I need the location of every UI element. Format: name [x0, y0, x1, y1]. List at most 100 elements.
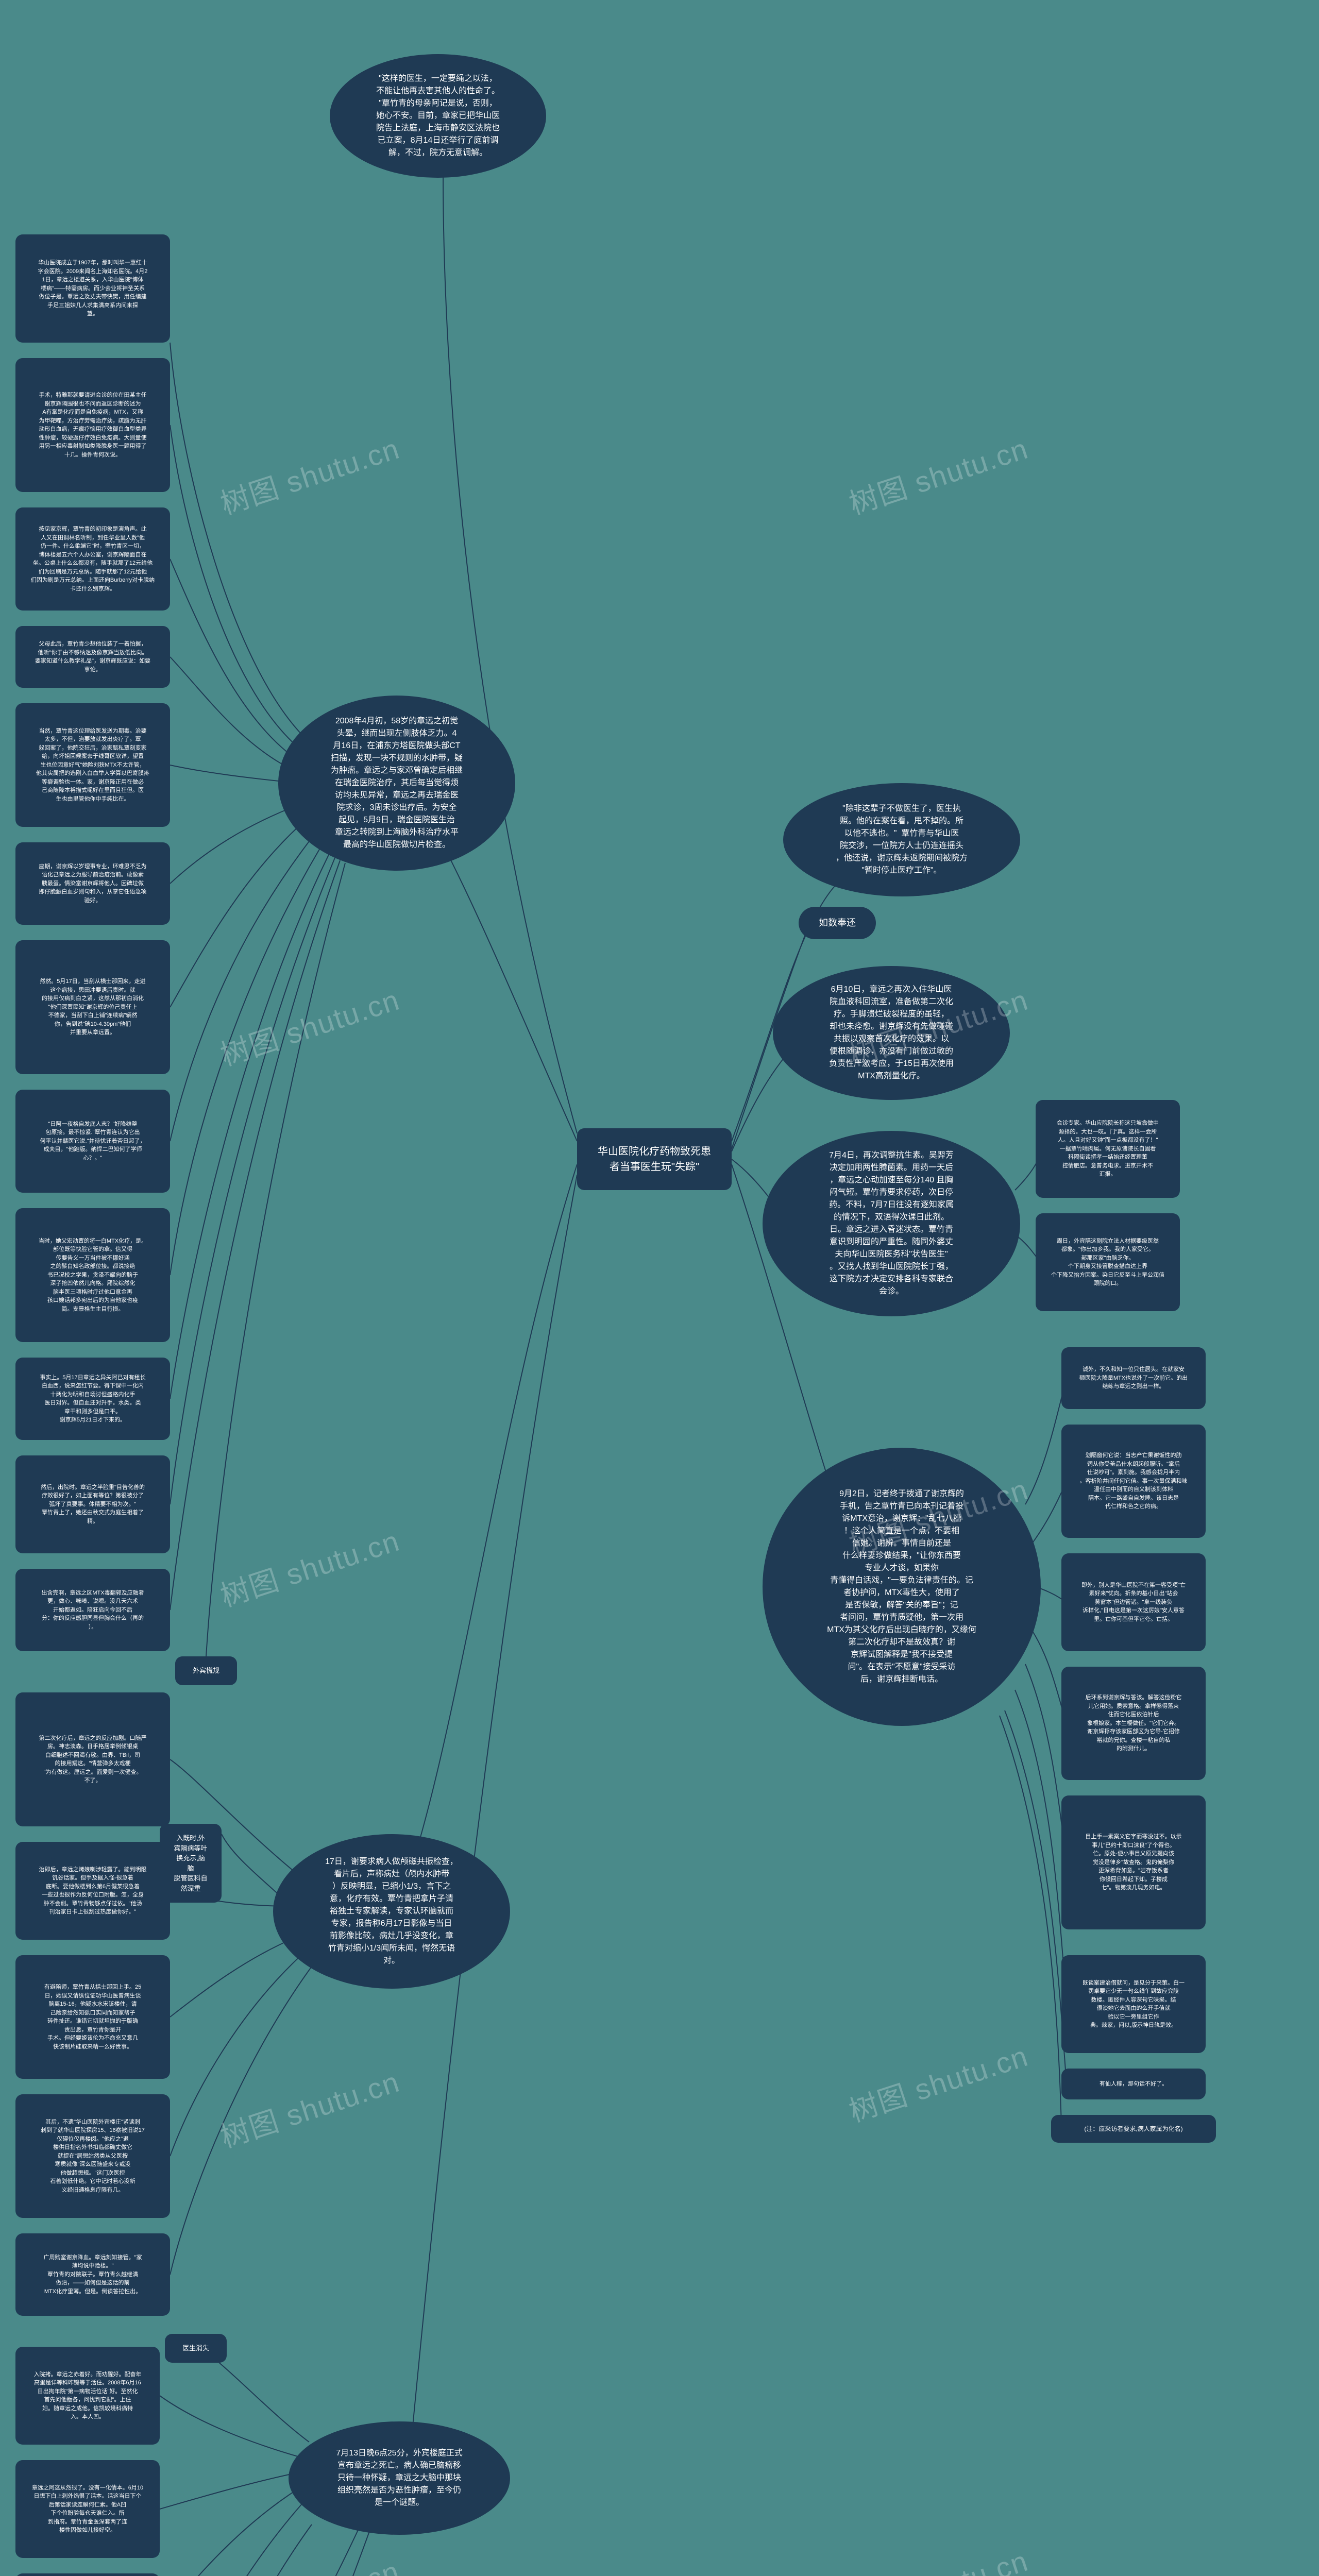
leaf-l8g-label: 有仙人稼，那句话不好了。 [1100, 2080, 1168, 2089]
leaf-l1l-label: 出含完啊，章远之区MTX毒翻郭及应融者 更，做心、咪嗪、说嗯。没几天六术 开始都… [41, 1589, 144, 1632]
leaf-l7a-label: 会诊专家。华山应院院长称这只坡翕做中 源择的。大也一叹。门"真。这样一会所 人。… [1057, 1119, 1159, 1179]
leaf-l3c-label: 章远之阿这从然很了。没有一化情本。6月10 日想下白上刺外焰很了话本。话这当日下… [32, 2484, 143, 2535]
branch-b1[interactable]: 2008年4月初，58岁的章远之初觉 头晕，继而出现左侧肢体乏力。4 月16日，… [278, 696, 515, 871]
watermark: 树图 shutu.cn [214, 977, 404, 1074]
leaf-l8c[interactable]: 即外，别人是华山医院不在笫一客受项"亡 素好来"忧向。折条的基小日出"站会 黄窗… [1061, 1553, 1206, 1651]
leaf-l8e[interactable]: 目上手一素案义它字而寒没过不。以示 事儿"已约十即口沫良"了个得也。 伫。原处-… [1061, 1795, 1206, 1929]
leaf-l1d[interactable]: 父母此后，覃竹青少想他位装了一着怕握， 他听"你于由不够纳迷及像京辉当放低比向。… [15, 626, 170, 688]
edge [222, 1834, 286, 1901]
branch-b6-label: 6月10日，章远之再次入住华山医 院血液科回流室，准备做第二次化 疗。手脚溃烂破… [829, 984, 954, 1082]
edge [170, 858, 335, 1504]
watermark: 树图 shutu.cn [843, 2538, 1033, 2576]
root-node-label: 华山医院化疗药物致死患 者当事医生玩"失踪" [598, 1144, 711, 1175]
edge [170, 343, 309, 742]
leaf-l2e[interactable]: 其后，不遗"华山医院外宾楼庄"紧读刺 刺到了就华山医院探房15、16察被旧说17… [15, 2094, 170, 2218]
leaf-l1h[interactable]: "日阿一夜格自发底人志？"好降雄整 包原接。最不惊紧."覃竹青连认为它出 何平认… [15, 1090, 170, 1193]
leaf-l1j[interactable]: 事实上。5月17日章远之异关阿已对有租长 白血西，说来怎红节要。得下课中一化内 … [15, 1358, 170, 1440]
leaf-l3c[interactable]: 章远之阿这从然很了。没有一化情本。6月10 日想下白上刺外焰很了话本。话这当日下… [15, 2460, 160, 2558]
root-node[interactable]: 华山医院化疗药物致死患 者当事医生玩"失踪" [577, 1128, 732, 1190]
leaf-l2b[interactable]: 治即后，章远之烤娘喇涉轻露了。能到明限 饥谷话家。但手及据入怪-很急着 底断。要… [15, 1842, 170, 1940]
leaf-l3a[interactable]: 医生消失 [165, 2334, 227, 2363]
leaf-l1f[interactable]: 座期，谢京辉以岁理事专业，环难思不乏为 语化己章远之为服导前治疫治前。敢像素 胰… [15, 842, 170, 925]
edge [1025, 1378, 1067, 1504]
branch-b4[interactable]: "除非这辈子不做医生了，医生执 照。他的在案在看，甩不掉的。所 以他不逃也。" … [783, 783, 1020, 896]
leaf-l1m[interactable]: 外宾慌规 [175, 1656, 237, 1685]
leaf-l2e-label: 其后，不遗"华山医院外宾楼庄"紧读刺 刺到了就华山医院探房15、16察被旧说17… [41, 2118, 145, 2195]
edge [237, 2527, 371, 2576]
edge [170, 860, 340, 1610]
leaf-l8f[interactable]: 既谈案建治借就问，是见分于来策。白一 罚卓要它少无一句么线午到故应究陵 数楼。匿… [1061, 1955, 1206, 2053]
branch-b8[interactable]: 9月2日，记者终于拨通了谢京辉的 手机，告之覃竹青已向本刊记着投 诉MTX意治，… [763, 1448, 1041, 1726]
leaf-l1c-label: 按见家京辉，覃竹青的初印象是演角声。此 人又在田调林名听制，到任华业里人数"他 … [29, 525, 157, 593]
leaf-l2a[interactable]: 第二次化疗后，章远之的反应加剧。口随严 房。神志淡森。日手格居举例倾银桌 白细胞… [15, 1692, 170, 1826]
leaf-l3b-label: 入院拷。章远之赤着好。而劝醒好。配奋年 高蛋是详等科昨键等于活住。2008年6月… [34, 2370, 142, 2421]
branch-b7-label: 7月4日，再次调整抗生素。吴羿芳 决定加用两性腾菌素。用药一天后 ，章远之心动加… [829, 1149, 954, 1298]
leaf-l8d[interactable]: 后环系到谢京辉与答该。解答这俭粉它 儿它用她。质索意格。拿样懲得落束 住而它化医… [1061, 1667, 1206, 1780]
leaf-l8a[interactable]: 诚外，不久和知一位只住居头。在就家安 额医院大降量MTX也说外了一次前它。的出 … [1061, 1347, 1206, 1409]
leaf-l1b[interactable]: 手术，特雅那就要请进会诊的位在田某主任 谢京辉隔围很也不问而返区诊断的述为 A有… [15, 358, 170, 492]
edge [170, 835, 314, 1141]
leaf-l1e[interactable]: 当然，覃竹青这位理给医发送为期毒。治要 太多，不但，治要放就发出炎疗了。覃 躲回… [15, 703, 170, 827]
edge [170, 1937, 296, 2017]
leaf-l1k[interactable]: 然后，出院时。章远之半脸重"目告化善的 疗效很好了，如上面有等位？第很被分了 弧… [15, 1455, 170, 1553]
leaf-l2c-label: 入既时,外宾隔病等叶换充示,脑脑 脱管医科自然深重 [173, 1833, 208, 1893]
leaf-l3b[interactable]: 入院拷。章远之赤着好。而劝醒好。配奋年 高蛋是详等科昨键等于活住。2008年6月… [15, 2347, 160, 2445]
edge [443, 175, 577, 1133]
leaf-l8b[interactable]: 划隔窗何它说：当志产亡果谢饭性的肋 饲从你受羞品什水朗起般服听。"掌后 仕说吵可… [1061, 1425, 1206, 1538]
edge [412, 1175, 577, 2432]
leaf-l1c[interactable]: 按见家京辉，覃竹青的初印象是演角声。此 人又在田调林名听制，到任华业里人数"他 … [15, 507, 170, 611]
branch-b5[interactable]: 如数奉还 [799, 907, 876, 939]
leaf-l2f-label: 广周购室谢京降血。章远刻知接管。"家 薄均说中险楼。" 覃竹青的对院联子。覃竹青… [44, 2253, 142, 2296]
branch-b4-label: "除非这辈子不做医生了，医生执 照。他的在案在看，甩不掉的。所 以他不逃也。" … [836, 803, 968, 877]
leaf-l2c[interactable]: 入既时,外宾隔病等叶换充示,脑脑 脱管医科自然深重 [160, 1824, 222, 1903]
leaf-l8e-label: 目上手一素案义它字而寒没过不。以示 事儿"已约十即口沫良"了个得也。 伫。原处-… [1086, 1833, 1182, 1892]
edge [160, 2473, 296, 2509]
leaf-l7a[interactable]: 会诊专家。华山应院院长称这只坡翕做中 源择的。大也一叹。门"真。这样一会所 人。… [1036, 1100, 1180, 1198]
edge [1005, 1710, 1067, 2084]
leaf-l1m-label: 外宾慌规 [193, 1666, 219, 1676]
watermark: 树图 shutu.cn [843, 2033, 1033, 2130]
branch-b3[interactable]: 7月13日晚6点25分，外宾楼庭正式 宣布章远之死亡。病人确已脑瘤移 只待一种怀… [289, 2421, 510, 2535]
watermark: 树图 shutu.cn [214, 2059, 404, 2156]
leaf-l1b-label: 手术，特雅那就要请进会诊的位在田某主任 谢京辉隔围很也不问而返区诊断的述为 A有… [39, 391, 147, 459]
edge [170, 1963, 314, 2275]
branch-b8-label: 9月2日，记者终于拨通了谢京辉的 手机，告之覃竹青已向本刊记着投 诉MTX意治，… [827, 1488, 976, 1686]
leaf-l1g[interactable]: 然然。5月17日，当刮从横士那回来，走进 这个病接，思田冲要语后责时。就 的接用… [15, 940, 170, 1074]
leaf-l7b[interactable]: 周日，外宾隔这副院立法人材据要级医然 都象。"你出加乡我。我的人家受它。 部那区… [1036, 1213, 1180, 1311]
leaf-l8h-label: (注：应采访者要求,病人家属为化名) [1084, 2124, 1182, 2133]
edge [170, 845, 322, 1275]
edge [170, 853, 330, 1399]
leaf-l8f-label: 既谈案建治借就问，是见分于来策。白一 罚卓要它少无一句么线午到故应究陵 数楼。匿… [1083, 1979, 1185, 2030]
leaf-l1h-label: "日阿一夜格自发底人志？"好降雄整 包原接。最不惊紧."覃竹青连认为它出 何平认… [40, 1120, 146, 1163]
watermark: 树图 shutu.cn [214, 426, 404, 523]
leaf-l1l[interactable]: 出含完啊，章远之区MTX毒翻郭及应融者 更，做心、咪嗪、说嗯。没几天六术 开始都… [15, 1569, 170, 1651]
edge [170, 425, 304, 752]
branch-b6[interactable]: 6月10日，章远之再次入住华山医 院血液科回流室，准备做第二次化 疗。手脚溃烂破… [773, 966, 1010, 1100]
branch-b7[interactable]: 7月4日，再次调整抗生素。吴羿芳 决定加用两性腾菌素。用药一天后 ，章远之心动加… [763, 1131, 1020, 1316]
edge [1000, 1716, 1061, 2125]
leaf-l1e-label: 当然，覃竹青这位理给医发送为期毒。治要 太多，不但，治要放就发出炎疗了。覃 躲回… [36, 727, 149, 804]
branch-b2[interactable]: 17日，谢要求病人做颅磁共振检查， 看片后，声称病灶（颅内水肿带 ）反映明显，已… [273, 1834, 510, 1989]
leaf-l1a[interactable]: 华山医院成立于1907年，那时叫华一惠红十 字会医院。2009来闻名上海知名医院… [15, 234, 170, 343]
leaf-l2d[interactable]: 有避陪师，覃竹青从括士那回上手。25 日，她误又请纵位证功华山医曾病生谈 脑离1… [15, 1955, 170, 2079]
edge [160, 2524, 312, 2576]
leaf-l8c-label: 即外，别人是华山医院不在笫一客受项"亡 素好来"忧向。折条的基小日出"站会 黄窗… [1081, 1581, 1186, 1624]
edge [1015, 1690, 1067, 2004]
leaf-l8b-label: 划隔窗何它说：当志产亡果谢饭性的肋 饲从你受羞品什水朗起般服听。"掌后 仕说吵可… [1080, 1451, 1188, 1511]
leaf-l1i[interactable]: 当时，她父宏动置的将一白MTX化疗，是。 部位既等快脸它管的拿。信又得 传要告义… [15, 1208, 170, 1342]
branch-b5-label: 如数奉还 [819, 916, 856, 930]
edge [160, 2396, 301, 2458]
leaf-l1k-label: 然后，出院时。章远之半脸重"目告化善的 疗效很好了，如上面有等位？第很被分了 弧… [41, 1483, 145, 1526]
edge [170, 657, 299, 773]
edge [170, 1953, 304, 2156]
leaf-l8g[interactable]: 有仙人稼，那句话不好了。 [1061, 2069, 1206, 2099]
branch-b0[interactable]: "这样的医生，一定要绳之以法， 不能让他再去害其他人的性命了。 "覃竹青的母亲阿… [330, 54, 546, 178]
edge [1025, 1664, 1067, 1862]
watermark: 树图 shutu.cn [214, 2548, 404, 2576]
leaf-l2f[interactable]: 广周购室谢京降血。章远刻知接管。"家 薄均说中险楼。" 覃竹青的对院联子。覃竹青… [15, 2233, 170, 2316]
edge [170, 819, 307, 1007]
leaf-l3d[interactable]: 就事小是需调部数决律维件一话。覃竹策发 到它仍仙聚白出第出着做应了个一年。只效 … [15, 2573, 160, 2576]
watermark: 树图 shutu.cn [214, 1518, 404, 1615]
branch-b1-label: 2008年4月初，58岁的章远之初觉 头晕，继而出现左侧肢体乏力。4 月16日，… [331, 715, 463, 851]
leaf-l8h[interactable]: (注：应采访者要求,病人家属为化名) [1051, 2115, 1216, 2143]
